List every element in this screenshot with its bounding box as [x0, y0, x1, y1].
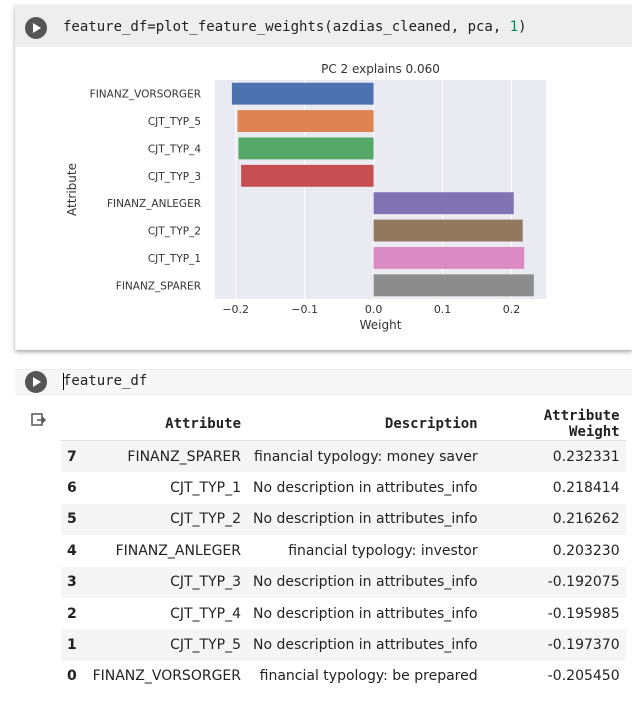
row-index: 1: [61, 629, 83, 661]
row-index: 6: [67, 480, 77, 497]
output-plot-area: −0.2 −0.1 0.0 0.1 0.2 FINANZ_VORSORGER CJT_TYP…: [16, 47, 632, 349]
table-row: 2 CJT_TYP_4 No description in attributes…: [61, 598, 626, 629]
bar: [373, 274, 534, 297]
bar: [231, 82, 374, 105]
header-description: Description: [247, 408, 484, 441]
chart-bars: [231, 82, 534, 297]
code-line-1[interactable]: feature_df=plot_feature_weights(azdias_c…: [63, 19, 527, 35]
bar: [373, 192, 514, 215]
cell-description: No description in attributes_info: [253, 480, 478, 497]
cell-attribute: FINANZ_ANLEGER: [115, 542, 241, 559]
table-row: 4 FINANZ_ANLEGER financial typology: inv…: [61, 535, 626, 566]
output-icon[interactable]: [30, 412, 46, 428]
x-tick-label: 0.2: [503, 303, 521, 316]
cell-description: No description in attributes_info: [247, 629, 484, 661]
row-index: 4: [67, 542, 77, 559]
row-index: 7: [61, 440, 83, 473]
row-index: 2: [67, 605, 77, 622]
cell-attribute: CJT_TYP_5: [83, 629, 247, 661]
cell-weight: -0.205450: [547, 668, 620, 685]
header-attribute: Attribute: [83, 408, 247, 441]
code-editor-2[interactable]: [15, 369, 632, 395]
y-tick-label: CJT_TYP_5: [148, 116, 201, 128]
cell-description: financial typology: money saver: [247, 440, 484, 473]
code-editor-1[interactable]: [15, 5, 632, 47]
table-row: 1 CJT_TYP_5 No description in attributes…: [61, 629, 626, 661]
row-index: 0: [67, 668, 77, 685]
x-axis-label: Weight: [360, 318, 402, 332]
x-tick-label: −0.1: [291, 303, 318, 316]
bar: [238, 137, 374, 160]
bar: [237, 110, 374, 133]
row-index: 5: [61, 503, 83, 536]
y-tick-label: FINANZ_ANLEGER: [107, 198, 201, 210]
code-line-2[interactable]: feature_df: [63, 373, 148, 389]
table-row: 5 CJT_TYP_2 No description in attributes…: [61, 503, 626, 536]
y-tick-label: CJT_TYP_4: [148, 143, 202, 155]
run-cell-button-2[interactable]: [25, 371, 47, 393]
cell-attribute: FINANZ_SPARER: [83, 440, 247, 473]
text-cursor: [63, 373, 64, 390]
cell-weight: -0.197370: [483, 629, 626, 661]
header-index: [61, 408, 83, 441]
y-tick-label: FINANZ_VORSORGER: [90, 89, 201, 101]
cell-description: No description in attributes_info: [253, 605, 478, 622]
table-header-row: Attribute Description Attribute Weight: [61, 408, 626, 441]
chart-title: PC 2 explains 0.060: [321, 62, 440, 76]
cell-weight: -0.192075: [483, 566, 626, 598]
code-number: 1: [509, 19, 519, 35]
header-attribute-weight: Attribute Weight: [483, 408, 626, 441]
code-text: feature_df=plot_feature_weights(azdias_c…: [63, 19, 510, 35]
cell-description: No description in attributes_info: [247, 503, 484, 536]
chart-labels: −0.2 −0.1 0.0 0.1 0.2 FINANZ_VORSORGER CJT_TYP…: [65, 62, 520, 332]
table-row: 3 CJT_TYP_3 No description in attributes…: [61, 566, 626, 598]
bar-chart: −0.2 −0.1 0.0 0.1 0.2 FINANZ_VORSORGER CJT_TYP…: [65, 62, 546, 332]
x-tick-label: 0.1: [434, 303, 452, 316]
cell-description: No description in attributes_info: [247, 566, 484, 598]
y-tick-label: FINANZ_SPARER: [116, 280, 201, 292]
cell-attribute: CJT_TYP_4: [170, 605, 241, 622]
cell-attribute: CJT_TYP_1: [170, 480, 241, 497]
y-axis-label: Attribute: [65, 163, 79, 216]
bar: [373, 246, 525, 269]
x-tick-label: 0.0: [365, 303, 383, 316]
y-tick-label: CJT_TYP_1: [148, 253, 201, 265]
cell-attribute: FINANZ_VORSORGER: [92, 668, 241, 685]
y-tick-label: CJT_TYP_2: [148, 226, 201, 238]
run-cell-button[interactable]: [25, 17, 47, 39]
cell-description: financial typology: be prepared: [259, 668, 478, 685]
cell-weight: 0.216262: [483, 503, 626, 536]
cell-weight: 0.218414: [552, 480, 620, 497]
cell-weight: 0.232331: [483, 440, 626, 473]
dataframe-table: Attribute Description Attribute Weight 7…: [61, 408, 626, 692]
cell-attribute: CJT_TYP_2: [83, 503, 247, 536]
table-row: 6 CJT_TYP_1 No description in attributes…: [61, 472, 626, 503]
bar: [373, 219, 523, 242]
cell-description: financial typology: investor: [288, 542, 478, 559]
code-text-end: ): [518, 19, 527, 35]
row-index: 3: [61, 566, 83, 598]
table-row: 7 FINANZ_SPARER financial typology: mone…: [61, 440, 626, 473]
table-row: 0 FINANZ_VORSORGER financial typology: b…: [61, 661, 626, 692]
bar: [241, 164, 374, 187]
cell-weight: -0.195985: [547, 605, 620, 622]
y-tick-label: CJT_TYP_3: [148, 171, 201, 183]
x-tick-label: −0.2: [222, 303, 249, 316]
cell-attribute: CJT_TYP_3: [83, 566, 247, 598]
cell-weight: 0.203230: [552, 542, 620, 559]
